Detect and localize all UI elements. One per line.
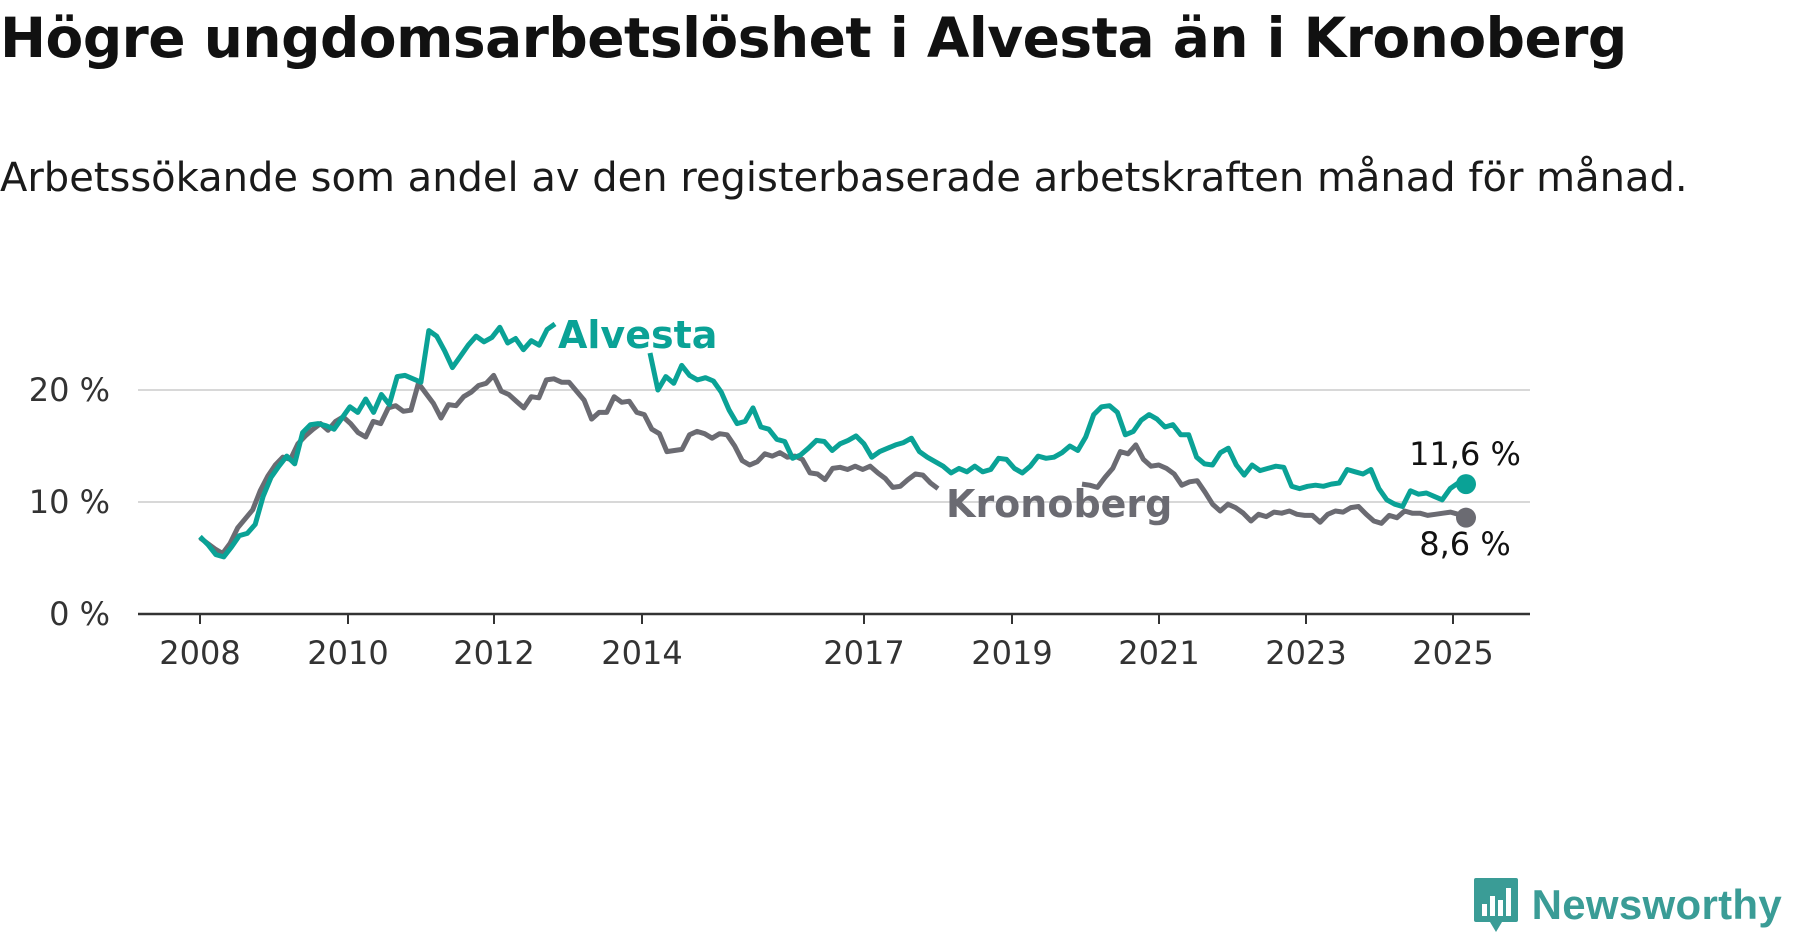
brand-logo: Newsworthy [1472, 876, 1782, 934]
x-tick-label: 2014 [601, 634, 682, 672]
series-line-alvesta [647, 352, 1467, 509]
x-axis: 2008 2010 2012 2014 2017 2019 2021 2023 2025 [138, 612, 1530, 672]
y-tick-label: 0 % [49, 595, 110, 633]
series-label-kronoberg: Kronoberg [946, 482, 1172, 526]
x-tick-label: 2023 [1265, 634, 1346, 672]
brand-name: Newsworthy [1531, 881, 1782, 928]
y-axis: 0 % 10 % 20 % [29, 371, 110, 633]
end-point-marker [1456, 474, 1476, 495]
series-labels: Alvesta Kronoberg 11,6 % 8,6 % [558, 313, 1521, 563]
chart-subtitle: Arbetssökande som andel av den registerb… [0, 155, 1688, 201]
x-tick-label: 2010 [307, 634, 388, 672]
end-value-label-alvesta: 11,6 % [1409, 435, 1521, 473]
x-tick-label: 2008 [159, 634, 240, 672]
x-tick-label: 2017 [823, 634, 904, 672]
series-lines [198, 321, 1476, 560]
series-line-alvesta [198, 321, 557, 560]
y-tick-label: 20 % [29, 371, 110, 409]
y-tick-label: 10 % [29, 483, 110, 521]
x-tick-label: 2012 [453, 634, 534, 672]
x-tick-label: 2019 [971, 634, 1052, 672]
end-value-label-kronoberg: 8,6 % [1419, 525, 1510, 563]
bar-chart-logo-icon [1473, 878, 1518, 932]
chart-title: Högre ungdomsarbetslöshet i Alvesta än i… [0, 6, 1627, 70]
series-label-alvesta: Alvesta [558, 313, 717, 357]
series-line-kronoberg [1081, 442, 1468, 526]
series-line-kronoberg [198, 372, 940, 556]
x-tick-label: 2021 [1118, 634, 1199, 672]
gridlines [138, 389, 1530, 503]
x-tick-label: 2025 [1412, 634, 1493, 672]
end-point-marker [1456, 507, 1476, 528]
